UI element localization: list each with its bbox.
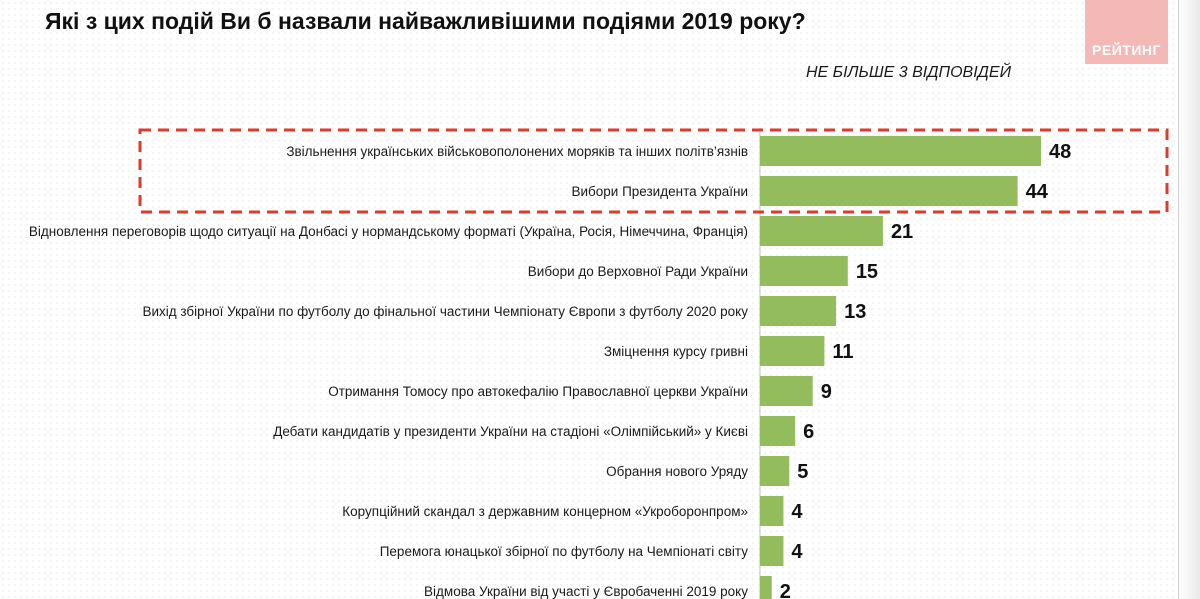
bar (760, 496, 784, 526)
edge-divider (1178, 0, 1179, 599)
data-label: 6 (803, 421, 814, 443)
page-title: Які з цих подій Ви б назвали найважливіш… (45, 8, 806, 34)
bar (760, 136, 1041, 166)
bar (760, 376, 813, 406)
category-label: Зміцнення курсу гривні (604, 344, 748, 359)
chart-subtitle: НЕ БІЛЬШЕ 3 ВІДПОВІДЕЙ (806, 64, 1012, 81)
category-label: Отримання Томосу про автокефалію Правосл… (328, 384, 748, 399)
category-label: Дебати кандидатів у президенти України н… (273, 424, 748, 439)
bar (760, 256, 848, 286)
data-label: 5 (797, 461, 808, 483)
data-label: 15 (856, 261, 878, 283)
category-label: Обрання нового Уряду (606, 464, 748, 479)
window-edge (1178, 0, 1200, 599)
category-label: Вибори Президента України (571, 184, 748, 199)
data-label: 4 (791, 501, 803, 523)
category-label: Відновлення переговорів щодо ситуації на… (29, 224, 748, 239)
category-label: Відмова України від участі у Євробаченні… (424, 584, 748, 599)
rating-logo: РЕЙТИНГ (1085, 0, 1168, 64)
data-label: 21 (891, 221, 913, 243)
category-label: Перемога юнацької збірної по футболу на … (380, 544, 749, 559)
data-label: 44 (1026, 181, 1049, 203)
bar (760, 416, 796, 446)
category-label: Корупційний скандал з державним концерно… (342, 504, 748, 519)
data-label: 11 (832, 341, 853, 363)
data-label: 13 (844, 301, 866, 323)
data-label: 48 (1049, 141, 1071, 163)
bar (760, 456, 790, 486)
data-label: 9 (821, 381, 832, 403)
data-label: 4 (791, 541, 803, 563)
bar (760, 216, 883, 246)
category-label: Звільнення українських військовополонени… (286, 144, 748, 159)
bar (760, 536, 784, 566)
highlight-box (138, 128, 1169, 214)
bar (760, 176, 1018, 206)
bar (760, 336, 825, 366)
bar (760, 296, 837, 326)
bar (760, 576, 772, 599)
category-label: Вихід збірної України по футболу до фіна… (142, 304, 748, 319)
data-label: 2 (780, 581, 791, 599)
category-label: Вибори до Верховної Ради України (528, 264, 748, 279)
